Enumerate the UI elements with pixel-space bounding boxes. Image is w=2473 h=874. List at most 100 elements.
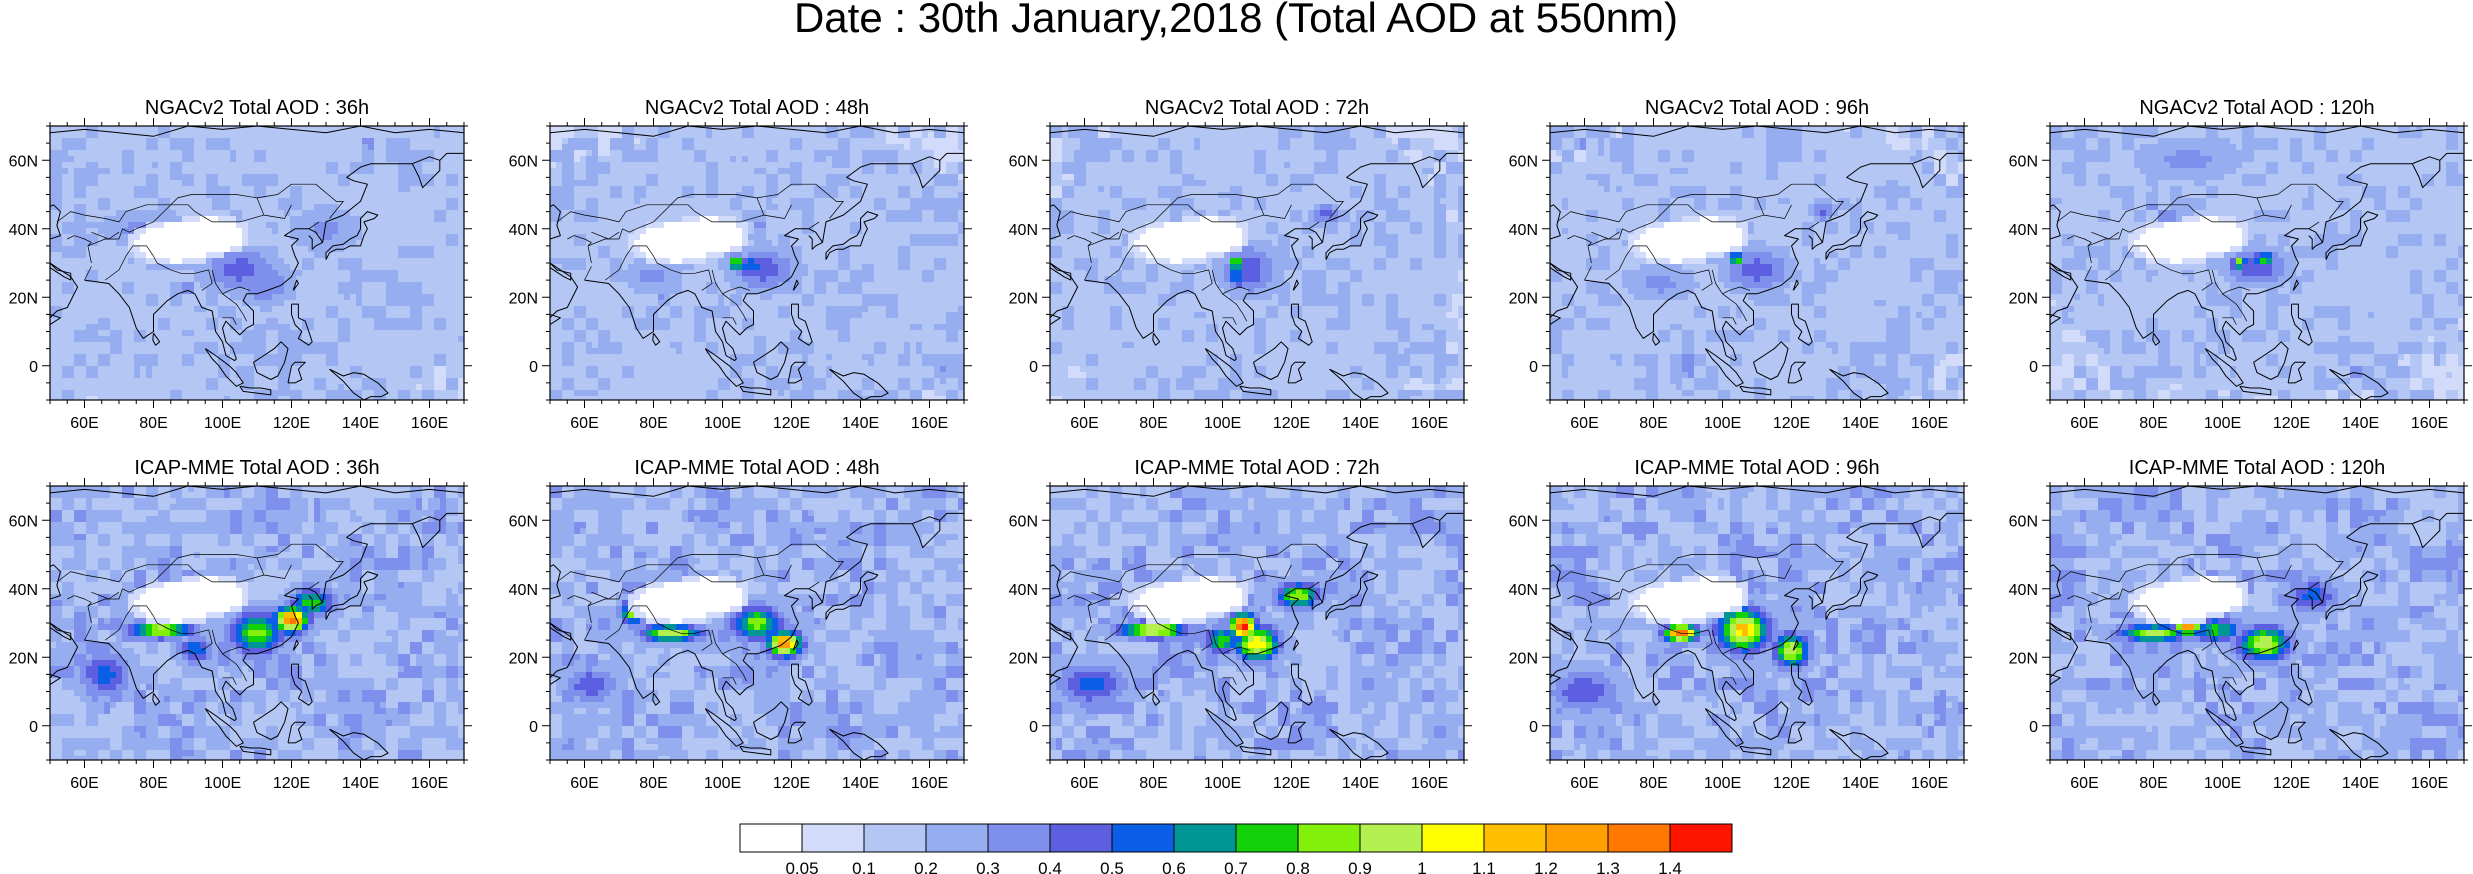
lat-tick-label: 40N xyxy=(1009,582,1038,599)
lon-tick-label: 100E xyxy=(1704,415,1741,432)
lat-tick-label: 20N xyxy=(1009,290,1038,307)
lon-tick-label: 120E xyxy=(273,775,310,792)
axis-ticks xyxy=(42,478,472,768)
aod-field xyxy=(1050,486,1464,760)
lon-tick-label: 120E xyxy=(1273,415,1310,432)
lat-tick-label: 40N xyxy=(2009,582,2038,599)
axis-ticks xyxy=(2042,118,2472,408)
lon-tick-label: 160E xyxy=(911,775,948,792)
lat-tick-label: 40N xyxy=(509,582,538,599)
colorbar-swatch xyxy=(1173,823,1237,853)
lon-tick-label: 160E xyxy=(911,415,948,432)
lon-tick-label: 160E xyxy=(1911,415,1948,432)
lon-tick-label: 120E xyxy=(1273,775,1310,792)
colorbar-swatch xyxy=(1111,823,1175,853)
lon-tick-label: 160E xyxy=(411,415,448,432)
aod-colorbar: 0.05 0.1 0.2 0.3 0.4 0.5 0.6 0.7 0.8 0.9 1 1.1 1.2 1.… xyxy=(739,823,1733,874)
lon-tick-label: 80E xyxy=(139,415,167,432)
lat-tick-label: 0 xyxy=(29,359,38,376)
lat-tick-label: 0 xyxy=(2029,719,2038,736)
lon-tick-label: 80E xyxy=(639,415,667,432)
lat-tick-label: 40N xyxy=(9,222,38,239)
lat-tick-label: 20N xyxy=(509,290,538,307)
aod-field xyxy=(2050,126,2464,400)
colorbar-label: 0.3 xyxy=(976,859,1000,874)
colorbar-swatch xyxy=(739,823,803,853)
map-panel: NGACv2 Total AOD : 48h 60E 80E 100E 120E 140E… xyxy=(509,97,972,432)
lon-tick-label: 60E xyxy=(70,415,98,432)
lon-tick-label: 120E xyxy=(273,415,310,432)
lat-tick-label: 60N xyxy=(9,513,38,530)
lon-tick-label: 140E xyxy=(2342,775,2379,792)
colorbar-label: 0.5 xyxy=(1100,859,1124,874)
aod-field xyxy=(550,126,964,400)
lon-tick-label: 100E xyxy=(204,415,241,432)
axis-ticks xyxy=(1042,478,1472,768)
coastline-overlay xyxy=(550,486,964,760)
map-panel: NGACv2 Total AOD : 72h 60E 80E 100E 120E 140E… xyxy=(1009,97,1472,432)
lon-tick-label: 140E xyxy=(1842,775,1879,792)
colorbar-label: 1.3 xyxy=(1596,859,1620,874)
lat-tick-label: 40N xyxy=(1509,222,1538,239)
lon-tick-label: 140E xyxy=(1342,775,1379,792)
lon-tick-label: 80E xyxy=(639,775,667,792)
lat-tick-label: 20N xyxy=(1009,650,1038,667)
lon-tick-label: 100E xyxy=(204,775,241,792)
lon-tick-label: 80E xyxy=(2139,415,2167,432)
lon-tick-label: 100E xyxy=(1704,775,1741,792)
panel-title: NGACv2 Total AOD : 36h xyxy=(145,97,369,119)
map-panel: NGACv2 Total AOD : 120h 60E 80E 100E 120E 140… xyxy=(2009,97,2472,432)
lat-tick-label: 0 xyxy=(1029,359,1038,376)
lat-tick-label: 20N xyxy=(509,650,538,667)
lat-tick-label: 40N xyxy=(1509,582,1538,599)
colorbar-label: 1.2 xyxy=(1534,859,1558,874)
coastline-overlay xyxy=(50,486,464,760)
coastline-overlay xyxy=(550,126,964,400)
panel-title: NGACv2 Total AOD : 96h xyxy=(1645,97,1869,119)
lat-tick-label: 20N xyxy=(1509,650,1538,667)
lat-tick-label: 20N xyxy=(2009,290,2038,307)
lat-tick-label: 20N xyxy=(1509,290,1538,307)
colorbar-label: 0.6 xyxy=(1162,859,1186,874)
panel-title: ICAP-MME Total AOD : 48h xyxy=(634,457,879,479)
axis-ticks xyxy=(2042,478,2472,768)
lat-tick-label: 40N xyxy=(1009,222,1038,239)
lon-tick-label: 60E xyxy=(2070,775,2098,792)
panel-title: NGACv2 Total AOD : 120h xyxy=(2139,97,2374,119)
map-panel: ICAP-MME Total AOD : 72h 60E 80E 100E 120E 14… xyxy=(1009,457,1472,792)
panel-title: ICAP-MME Total AOD : 96h xyxy=(1634,457,1879,479)
aod-field xyxy=(1050,126,1464,400)
lat-tick-label: 60N xyxy=(1009,513,1038,530)
lat-tick-label: 0 xyxy=(529,719,538,736)
aod-field xyxy=(550,486,964,760)
axis-ticks xyxy=(42,118,472,408)
colorbar-label: 0.1 xyxy=(852,859,876,874)
lat-tick-label: 0 xyxy=(29,719,38,736)
colorbar-label: 1.4 xyxy=(1658,859,1682,874)
coastline-overlay xyxy=(1550,126,1964,400)
lon-tick-label: 100E xyxy=(704,415,741,432)
colorbar-label: 0.7 xyxy=(1224,859,1248,874)
lat-tick-label: 60N xyxy=(509,153,538,170)
lat-tick-label: 60N xyxy=(1509,513,1538,530)
lat-tick-label: 60N xyxy=(1509,153,1538,170)
coastline-overlay xyxy=(1050,126,1464,400)
colorbar-label: 0.4 xyxy=(1038,859,1062,874)
colorbar-swatch xyxy=(863,823,927,853)
lon-tick-label: 80E xyxy=(139,775,167,792)
colorbar-swatch xyxy=(925,823,989,853)
lon-tick-label: 80E xyxy=(1139,775,1167,792)
axis-ticks xyxy=(1542,118,1972,408)
colorbar-swatch xyxy=(987,823,1051,853)
lon-tick-label: 120E xyxy=(2273,775,2310,792)
aod-field xyxy=(1550,486,1964,760)
colorbar-label: 0.2 xyxy=(914,859,938,874)
lat-tick-label: 40N xyxy=(9,582,38,599)
lat-tick-label: 0 xyxy=(1529,719,1538,736)
lon-tick-label: 140E xyxy=(842,775,879,792)
lat-tick-label: 0 xyxy=(1529,359,1538,376)
lat-tick-label: 0 xyxy=(529,359,538,376)
colorbar-swatch xyxy=(801,823,865,853)
lat-tick-label: 60N xyxy=(509,513,538,530)
